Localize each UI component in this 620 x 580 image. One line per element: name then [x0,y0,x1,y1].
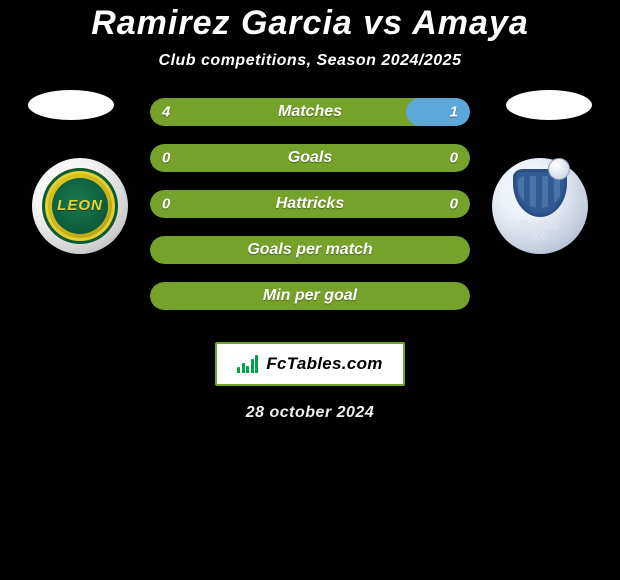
shield-icon [513,169,567,217]
badge-disc: LEON [32,158,128,254]
ball-icon [548,158,570,180]
bar-track [150,190,470,218]
badge-inner: Puebla F.C [500,166,580,246]
team-badge-right: Puebla F.C [492,158,588,254]
player-slot-right [506,90,592,120]
stat-bar: 41Matches [150,98,470,126]
stat-bar: 00Hattricks [150,190,470,218]
stat-bars: 41Matches 00Goals 00Hattricks Goals per mat… [150,98,470,310]
puebla-icon: Puebla F.C [501,167,579,245]
comparison-stage: LEON Puebla F.C 41 [10,98,610,328]
badge-disc: Puebla F.C [492,158,588,254]
team-right-short: Puebla [520,219,559,231]
stat-bar: Goals per match [150,236,470,264]
bar-fill-right [406,98,470,126]
leon-icon: LEON [42,168,118,244]
stat-bar: Min per goal [150,282,470,310]
date-text: 28 october 2024 [246,404,374,422]
subtitle: Club competitions, Season 2024/2025 [159,52,462,70]
bar-track [150,236,470,264]
stat-bar: 00Goals [150,144,470,172]
player-slot-left [28,90,114,120]
team-badge-left: LEON [32,158,128,254]
bar-track [150,144,470,172]
bars-icon [237,355,258,373]
site-logo-text: FcTables.com [266,354,382,374]
badge-inner: LEON [40,166,120,246]
team-left-short: LEON [57,197,103,214]
stripes-icon [518,176,562,208]
team-right-sub: F.C [533,233,548,243]
bar-track [150,282,470,310]
site-logo[interactable]: FcTables.com [215,342,404,386]
page-title: Ramirez Garcia vs Amaya [91,6,529,42]
